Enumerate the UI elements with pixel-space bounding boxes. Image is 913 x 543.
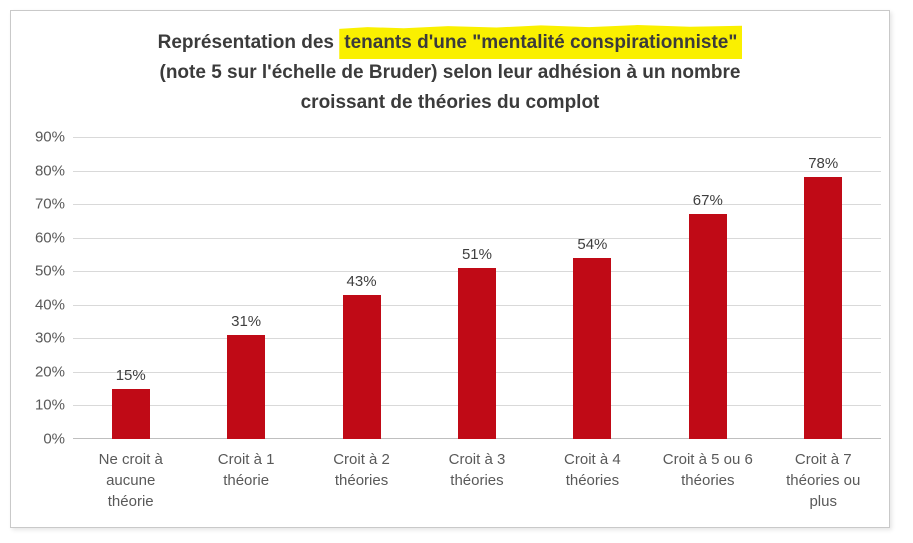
bar-cell: 67% — [650, 137, 765, 439]
bar-cell: 31% — [188, 137, 303, 439]
plot-area: 15% 31% 43% 51% 54% 67% 78% — [73, 137, 881, 439]
y-axis-tick-label: 90% — [34, 128, 65, 146]
bar: 43% — [342, 273, 381, 439]
chart-title-line-1-pre: Représentation des — [157, 32, 340, 53]
bar-value-label: 31% — [231, 312, 262, 330]
x-axis-category-label: Croit à 5 ou 6 théories — [662, 451, 753, 489]
x-axis-category-label: Croit à 2 théories — [333, 451, 390, 489]
x-axis-category-label: Croit à 3 théories — [448, 451, 506, 489]
bar-value-label: 78% — [808, 155, 839, 173]
x-axis: Ne croit à aucune théorie Croit à 1 théor… — [73, 449, 881, 512]
y-axis-tick-label: 80% — [34, 162, 65, 180]
x-axis-category-label: Ne croit à aucune théorie — [98, 451, 163, 510]
bar-cell: 54% — [535, 137, 650, 439]
x-axis-category-label: Croit à 1 théorie — [217, 451, 275, 489]
bar-series: 15% 31% 43% 51% 54% 67% 78% — [73, 137, 881, 439]
bar: 78% — [804, 155, 843, 439]
chart-title-highlight: tenants d'une "mentalité conspirationnis… — [339, 25, 743, 59]
bar-cell: 78% — [766, 137, 881, 439]
bar-value-label: 43% — [346, 272, 377, 290]
bar-cell: 51% — [419, 137, 534, 439]
y-axis: 90% 80% 70% 60% 50% 40% 30% 20% 10% 0% — [11, 129, 65, 448]
gridline — [73, 137, 881, 138]
chart-frame: Représentation des tenants d'une "mental… — [10, 10, 890, 528]
y-axis-tick-label: 40% — [34, 296, 65, 314]
bar: 67% — [688, 192, 727, 439]
chart-title: Représentation des tenants d'une "mental… — [11, 24, 889, 118]
y-axis-tick-label: 70% — [34, 195, 65, 213]
y-axis-tick-label: 50% — [34, 262, 65, 280]
x-axis-category-label: Croit à 4 théories — [564, 451, 621, 489]
chart-title-line-2: (note 5 sur l'échelle de Bruder) selon l… — [159, 62, 741, 83]
bar-value-label: 54% — [577, 235, 608, 253]
bar: 51% — [457, 246, 496, 439]
y-axis-tick-label: 60% — [34, 229, 65, 247]
bar-value-label: 15% — [115, 366, 146, 384]
chart-title-line-3: croissant de théories du complot — [300, 92, 600, 113]
y-axis-tick-label: 30% — [34, 329, 65, 347]
bar: 31% — [227, 313, 266, 439]
x-axis-category-label: Croit à 7 théories ou plus — [786, 451, 861, 510]
bar-cell: 43% — [304, 137, 419, 439]
gridline — [73, 170, 881, 172]
gridline — [73, 204, 881, 206]
y-axis-tick-label: 10% — [34, 396, 65, 414]
bar-cell: 15% — [73, 137, 188, 439]
bar-value-label: 67% — [692, 192, 723, 210]
bar-value-label: 51% — [461, 245, 492, 263]
bar: 15% — [111, 367, 150, 439]
y-axis-tick-label: 0% — [43, 430, 65, 448]
gridline — [73, 237, 881, 239]
bar: 54% — [573, 236, 612, 439]
y-axis-tick-label: 20% — [34, 363, 65, 381]
chart-title-line-1: Représentation des tenants d'une "mental… — [11, 24, 889, 59]
